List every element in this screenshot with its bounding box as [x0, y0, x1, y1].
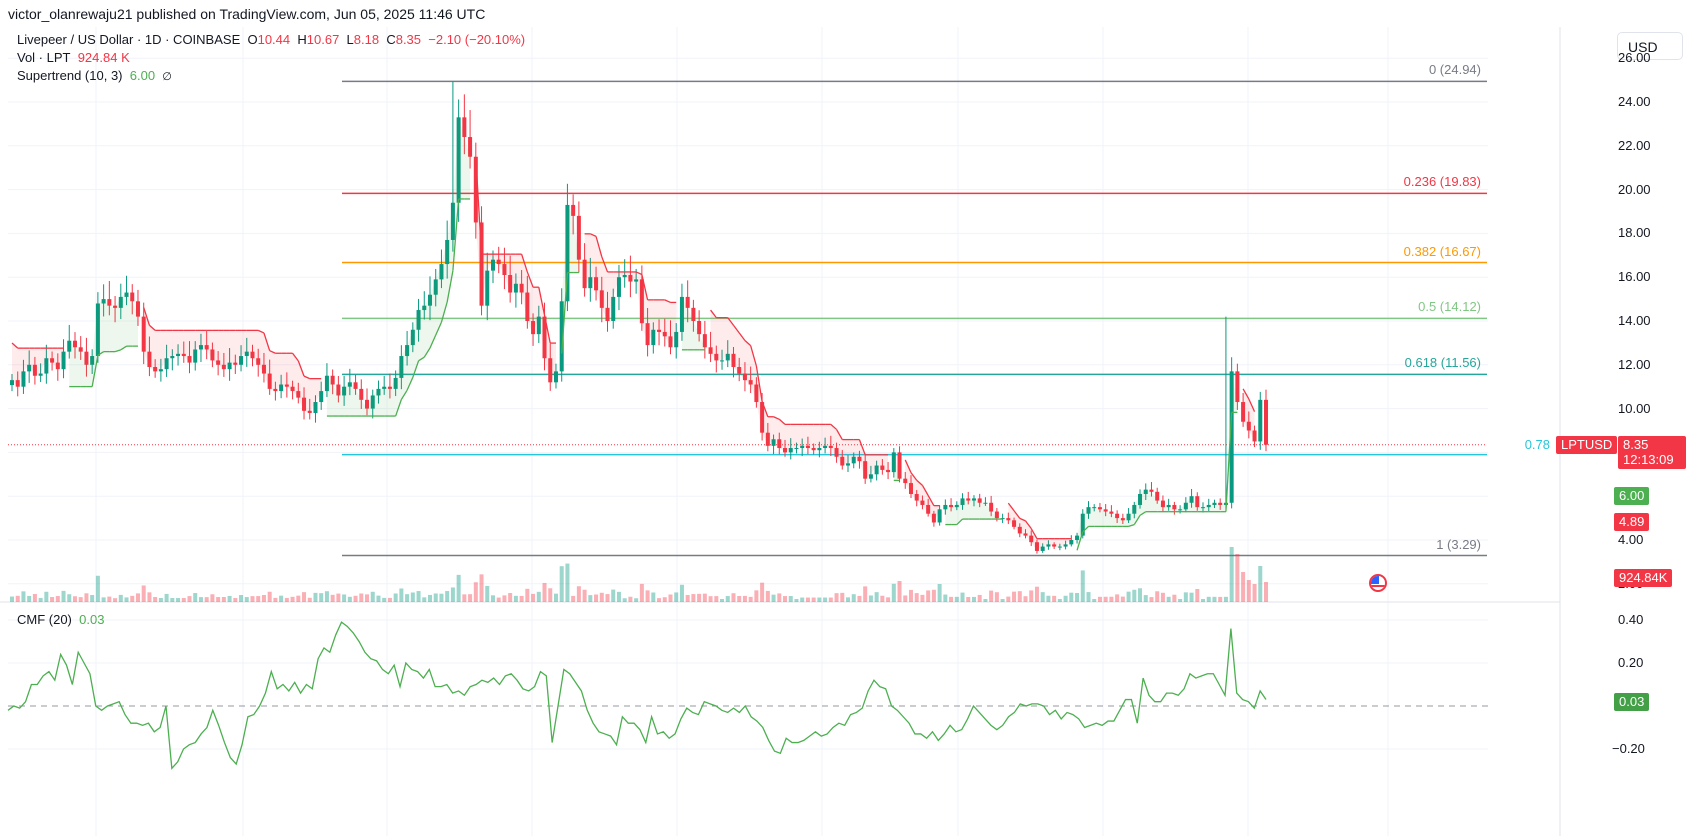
price-tick: 24.00 [1618, 94, 1651, 109]
fib-level-label: 0.78 [1524, 436, 1550, 452]
cmf-tick: 0.20 [1618, 655, 1644, 670]
volume-legend[interactable]: Vol · LPT 924.84 K [17, 50, 130, 65]
symbol-legend: Livepeer / US Dollar · 1D · COINBASE O10… [17, 32, 526, 47]
chart-canvas[interactable] [0, 27, 1690, 836]
fib-level-label: 0.236 (19.83) [1403, 174, 1481, 190]
volume-tag: 924.84K [1614, 569, 1673, 587]
supertrend-value: 6.00 [129, 68, 156, 83]
price-tick: 22.00 [1618, 137, 1651, 153]
cmf-tag: 0.03 [1614, 693, 1650, 711]
supertrend-up-tag: 6.00 [1614, 487, 1650, 505]
chart-frame: Livepeer / US Dollar · 1D · COINBASE O10… [0, 27, 1690, 836]
us-flag-event-icon[interactable] [1369, 574, 1387, 592]
fib-level-label: 1 (3.29) [1436, 536, 1481, 552]
hidden-icon[interactable]: ∅ [162, 71, 172, 83]
price-tick: 18.00 [1618, 225, 1651, 241]
volume-value: 924.84 K [77, 50, 130, 65]
price-tick: 4.00 [1618, 532, 1644, 547]
close-value: 8.35 [395, 32, 422, 47]
change-value: −2.10 (−20.10%) [428, 32, 526, 47]
price-tick: 20.00 [1618, 181, 1651, 197]
countdown: 12:13:09 [1623, 452, 1674, 467]
low-value: 8.18 [353, 32, 380, 47]
currency-button[interactable]: USD [1617, 32, 1683, 60]
symbol-title: Livepeer / US Dollar · 1D · COINBASE [17, 32, 241, 47]
last-price-tag: 8.35 12:13:09 [1618, 436, 1686, 469]
supertrend-legend[interactable]: Supertrend (10, 3) 6.00 ∅ [17, 68, 172, 83]
price-tick: 14.00 [1618, 313, 1651, 328]
cmf-legend[interactable]: CMF (20) 0.03 [17, 612, 105, 627]
fib-level-label: 0.382 (16.67) [1403, 243, 1481, 259]
fib-level-label: 0.5 (14.12) [1418, 299, 1481, 315]
fib-level-label: 0 (24.94) [1428, 62, 1481, 78]
publish-credit: victor_olanrewaju21 published on Trading… [8, 6, 486, 22]
high-value: 10.67 [306, 32, 340, 47]
price-tick: 16.00 [1618, 269, 1651, 285]
cmf-tick: 0.40 [1618, 612, 1644, 627]
cmf-value: 0.03 [79, 612, 105, 627]
price-tick: 26.00 [1618, 50, 1651, 66]
price-tick: 10.00 [1618, 400, 1651, 416]
price-tick: 12.00 [1618, 356, 1651, 372]
cmf-tick: −0.20 [1612, 741, 1645, 756]
supertrend-down-tag: 4.89 [1614, 513, 1650, 531]
symbol-tag: LPTUSD [1556, 436, 1618, 454]
fib-level-label: 0.618 (11.56) [1404, 355, 1481, 371]
open-value: 10.44 [257, 32, 291, 47]
